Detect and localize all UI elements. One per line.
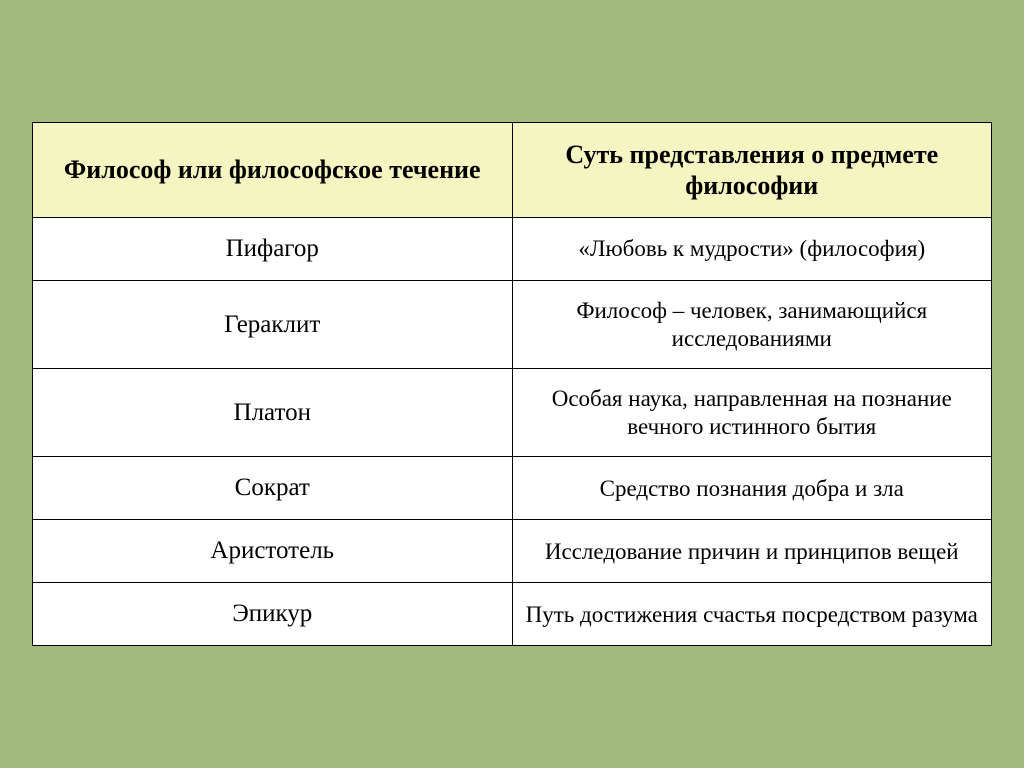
table-row: Аристотель Исследование причин и принцип…: [33, 520, 992, 583]
table-header-row: Философ или философское течение Суть пре…: [33, 122, 992, 217]
table-row: Пифагор «Любовь к мудрости» (философия): [33, 218, 992, 281]
table-row: Сократ Средство познания добра и зла: [33, 457, 992, 520]
cell-essence: Особая наука, направленная на познание в…: [512, 369, 992, 457]
page-background: Философ или философское течение Суть пре…: [0, 0, 1024, 768]
table-row: Платон Особая наука, направленная на поз…: [33, 369, 992, 457]
cell-philosopher: Аристотель: [33, 520, 513, 583]
cell-philosopher: Пифагор: [33, 218, 513, 281]
cell-essence: Исследование причин и принципов вещей: [512, 520, 992, 583]
cell-essence: Философ – человек, занимающийся исследов…: [512, 281, 992, 369]
table-row: Эпикур Путь достижения счастья посредств…: [33, 583, 992, 646]
cell-philosopher: Сократ: [33, 457, 513, 520]
header-philosopher: Философ или философское течение: [33, 122, 513, 217]
table-row: Гераклит Философ – человек, занимающийся…: [33, 281, 992, 369]
cell-essence: Путь достижения счастья посредством разу…: [512, 583, 992, 646]
header-essence: Суть представления о предмете философии: [512, 122, 992, 217]
cell-essence: Средство познания добра и зла: [512, 457, 992, 520]
cell-philosopher: Эпикур: [33, 583, 513, 646]
cell-philosopher: Гераклит: [33, 281, 513, 369]
cell-essence: «Любовь к мудрости» (философия): [512, 218, 992, 281]
cell-philosopher: Платон: [33, 369, 513, 457]
philosophy-table: Философ или философское течение Суть пре…: [32, 122, 992, 647]
